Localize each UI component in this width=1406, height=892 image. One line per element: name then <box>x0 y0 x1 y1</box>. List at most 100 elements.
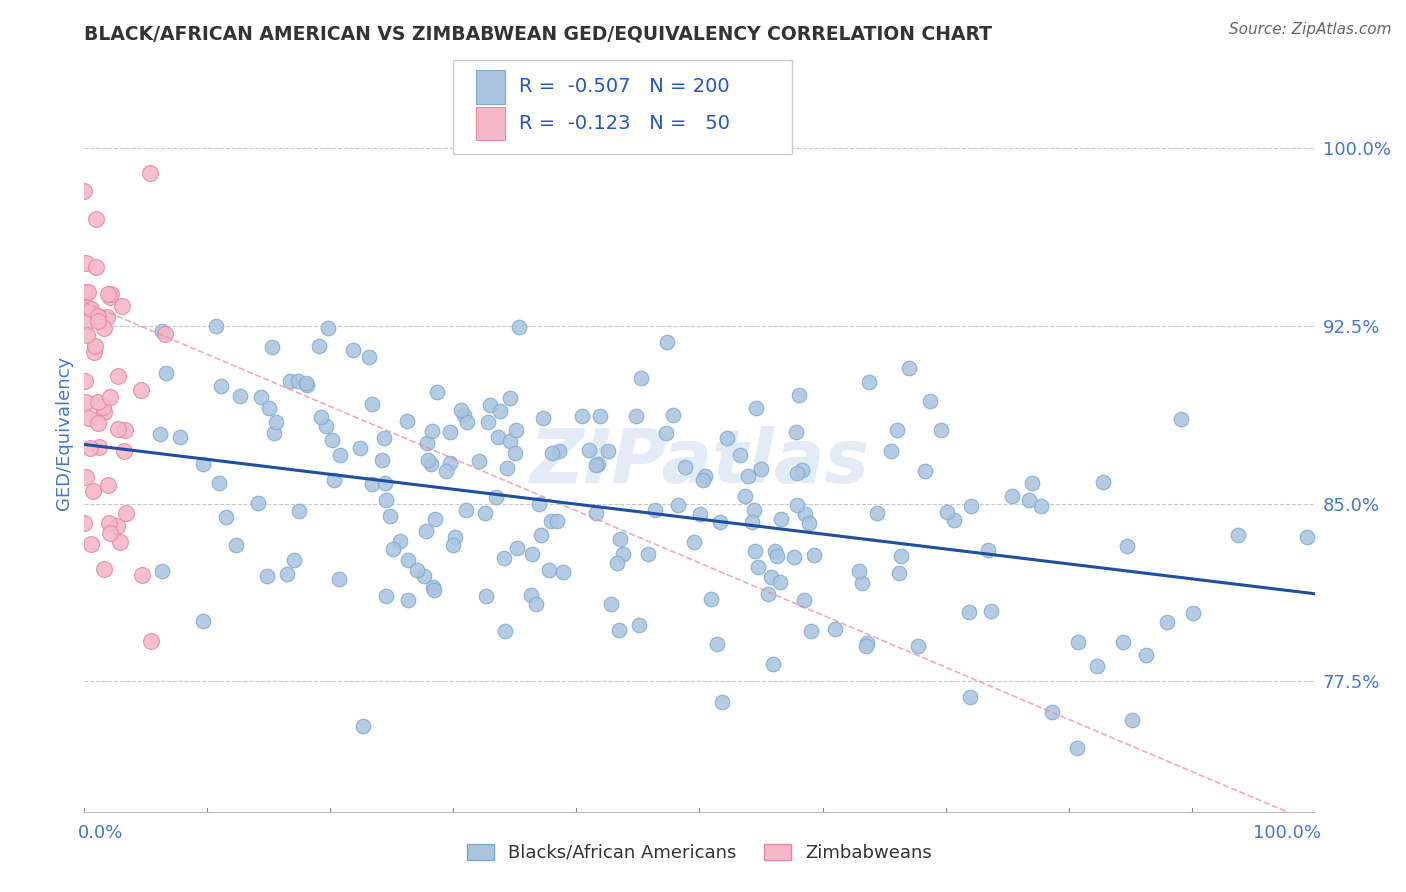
Point <box>898 360 921 375</box>
Point <box>418 453 440 467</box>
Point <box>316 321 339 335</box>
Point <box>1067 635 1090 649</box>
Point <box>730 448 752 462</box>
Point <box>673 460 696 475</box>
Point <box>76 315 98 329</box>
Point <box>524 597 547 611</box>
Point <box>295 377 318 392</box>
Point <box>87 310 110 324</box>
Point <box>766 549 789 563</box>
Point <box>98 516 121 531</box>
Point <box>783 549 806 564</box>
Point <box>689 507 711 521</box>
Point <box>499 434 522 448</box>
Point <box>734 489 756 503</box>
Point <box>866 506 889 520</box>
Point <box>666 498 689 512</box>
Point <box>1156 615 1178 630</box>
Point <box>73 375 96 389</box>
Point <box>943 513 966 527</box>
Point <box>259 401 281 415</box>
Point <box>262 340 284 354</box>
Point <box>105 519 128 533</box>
Point <box>434 464 457 478</box>
Point <box>1066 741 1088 756</box>
Text: Source: ZipAtlas.com: Source: ZipAtlas.com <box>1229 22 1392 37</box>
Point <box>786 498 808 512</box>
Point <box>695 468 717 483</box>
Point <box>79 441 101 455</box>
Point <box>505 446 527 460</box>
Point <box>682 535 704 549</box>
Point <box>423 512 446 526</box>
Point <box>1001 490 1024 504</box>
Point <box>793 593 815 607</box>
Point <box>98 391 121 405</box>
Point <box>415 524 437 538</box>
Point <box>84 338 107 352</box>
Point <box>420 424 443 438</box>
Point <box>488 404 510 418</box>
Point <box>599 597 621 611</box>
Point <box>522 547 544 561</box>
Point <box>247 496 270 510</box>
Point <box>598 443 620 458</box>
Point <box>342 343 364 357</box>
Point <box>1227 528 1250 542</box>
Point <box>586 458 609 472</box>
Point <box>700 592 723 607</box>
Point <box>208 475 231 490</box>
Point <box>520 588 543 602</box>
Point <box>495 624 517 638</box>
Point <box>93 562 115 576</box>
Point <box>287 375 309 389</box>
Point <box>763 544 786 558</box>
Point <box>80 537 103 551</box>
Point <box>977 543 1000 558</box>
Text: 100.0%: 100.0% <box>1253 823 1320 841</box>
Point <box>295 376 318 390</box>
Point <box>709 516 731 530</box>
Point <box>787 388 810 402</box>
Point <box>749 462 772 476</box>
Point <box>153 326 176 341</box>
Point <box>957 605 980 619</box>
Point <box>352 719 374 733</box>
Point <box>321 434 343 448</box>
Point <box>540 446 562 460</box>
Point <box>323 473 346 487</box>
Point <box>662 408 685 422</box>
Point <box>761 570 783 584</box>
Point <box>959 690 981 705</box>
Point <box>264 415 287 429</box>
Point <box>794 507 817 521</box>
Point <box>110 535 132 549</box>
Point <box>149 427 172 442</box>
Point <box>73 184 96 198</box>
Point <box>406 563 429 577</box>
Point <box>626 409 648 423</box>
Point <box>855 636 877 650</box>
Point <box>468 454 491 468</box>
Point <box>413 568 436 582</box>
Point <box>762 657 785 671</box>
Point <box>107 422 129 436</box>
Point <box>1295 530 1317 544</box>
Point <box>530 528 553 542</box>
Point <box>907 639 929 653</box>
Point <box>737 468 759 483</box>
Point <box>880 443 903 458</box>
Point <box>77 411 100 425</box>
Point <box>456 415 478 429</box>
Point <box>96 310 118 325</box>
Text: ZIPatlas: ZIPatlas <box>530 426 869 500</box>
Point <box>538 563 561 577</box>
Point <box>83 344 105 359</box>
Point <box>283 553 305 567</box>
Point <box>209 379 232 393</box>
Point <box>75 285 97 300</box>
Point <box>311 410 333 425</box>
Point <box>420 457 443 471</box>
Point <box>918 394 941 409</box>
Point <box>637 547 659 561</box>
